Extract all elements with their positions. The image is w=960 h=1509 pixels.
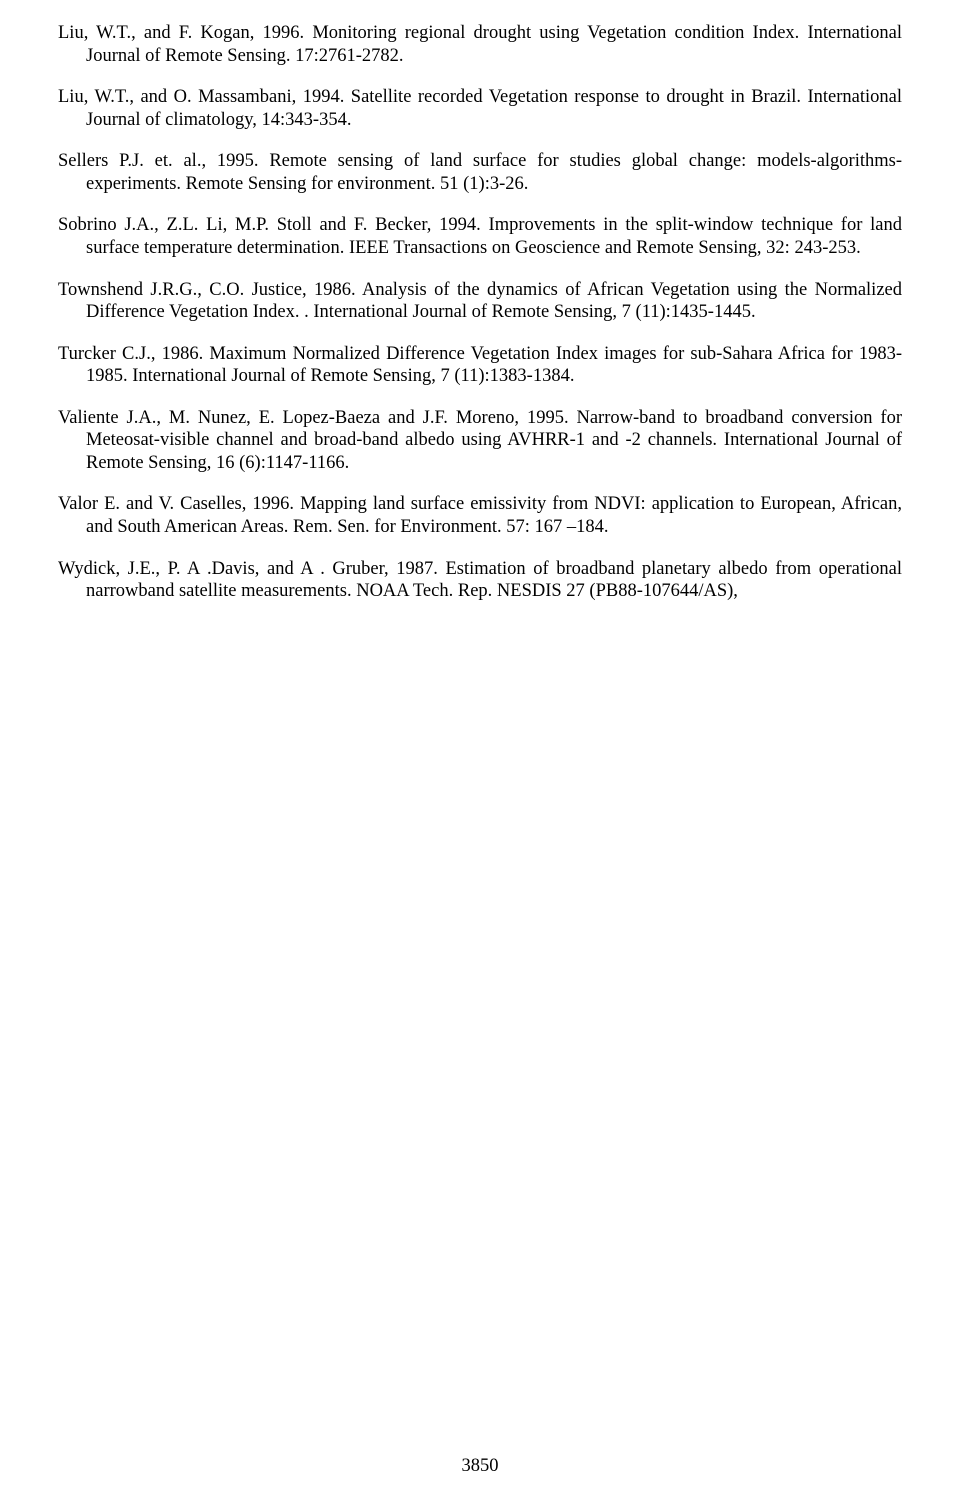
reference-item: Wydick, J.E., P. A .Davis, and A . Grube… bbox=[58, 558, 902, 603]
reference-item: Valor E. and V. Caselles, 1996. Mapping … bbox=[58, 493, 902, 538]
reference-item: Valiente J.A., M. Nunez, E. Lopez-Baeza … bbox=[58, 407, 902, 475]
reference-item: Liu, W.T., and O. Massambani, 1994. Sate… bbox=[58, 86, 902, 131]
reference-item: Townshend J.R.G., C.O. Justice, 1986. An… bbox=[58, 279, 902, 324]
reference-item: Liu, W.T., and F. Kogan, 1996. Monitorin… bbox=[58, 22, 902, 67]
page-content: Liu, W.T., and F. Kogan, 1996. Monitorin… bbox=[0, 0, 960, 603]
reference-item: Sellers P.J. et. al., 1995. Remote sensi… bbox=[58, 150, 902, 195]
page-number: 3850 bbox=[0, 1456, 960, 1477]
reference-item: Sobrino J.A., Z.L. Li, M.P. Stoll and F.… bbox=[58, 214, 902, 259]
reference-item: Turcker C.J., 1986. Maximum Normalized D… bbox=[58, 343, 902, 388]
